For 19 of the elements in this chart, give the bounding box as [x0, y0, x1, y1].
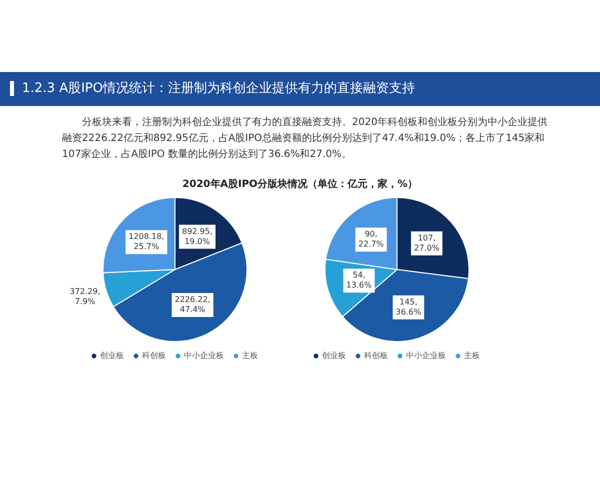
legend-label: 创业板: [322, 351, 346, 360]
legend-label: 主板: [464, 351, 480, 360]
legend-label: 科创板: [364, 351, 388, 360]
data-label: 145, 36.6%: [396, 297, 422, 316]
data-label: 90, 22.7%: [358, 230, 384, 249]
legend-label: 中小企业板: [184, 351, 224, 360]
chart-title: 1.2.3 A股IPO情况统计：注册制为科创企业提供有力的直接融资支持: [10, 81, 416, 96]
text: 分板块来看，注册制为科创企业提供了有力的直接融资支持。2020年科创板和创业板分别为中小企业提供融资2226.22亿元和892.95亿元，占A股IPO总融资额的比例分别达到了47.4%和19.0%；各上市了145家和107家企业，占A股IPO 数量的比例分别达到了36.6%和27.0%。: [62, 116, 548, 162]
data-label: 54, 13.6%: [346, 270, 372, 290]
legend-label: 创业板: [100, 351, 124, 360]
legend-label: 中小企业板: [406, 351, 446, 360]
legend-label: 主板: [242, 351, 258, 360]
data-label: 1208.18, 25.7%: [128, 232, 164, 252]
data-label: 372.29, 7.9%: [70, 286, 100, 306]
legend-label: 科创板: [142, 351, 166, 360]
data-label: 2226.22, 47.4%: [174, 295, 210, 314]
data-label: 892.95, 19.0%: [182, 226, 213, 246]
data-label: 107, 27.0%: [414, 233, 440, 252]
text: 2020年A股IPO分版块情况（单位：亿元，家，%）: [181, 177, 419, 191]
